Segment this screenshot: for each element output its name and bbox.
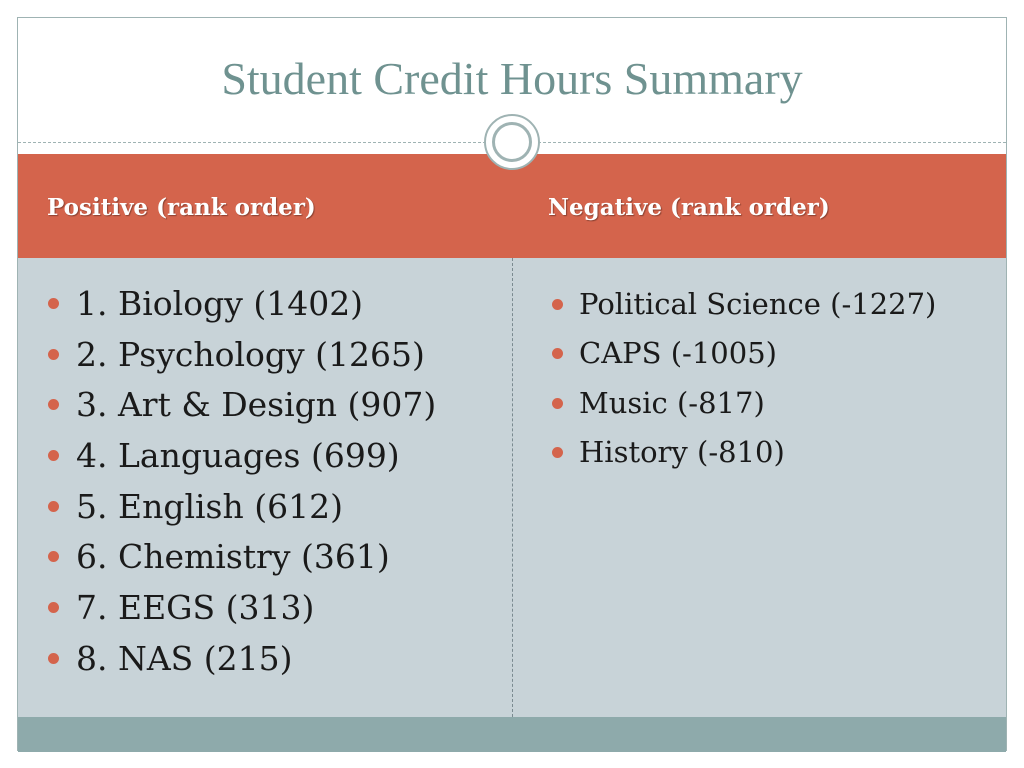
ring-ornament-icon [484, 114, 540, 170]
list-item: 7. EEGS (313) [48, 587, 436, 638]
list-item-text: Music (-817) [579, 385, 765, 420]
list-item-text: CAPS (-1005) [579, 336, 777, 371]
column-divider [512, 258, 513, 717]
list-item: CAPS (-1005) [552, 335, 936, 384]
bullet-icon [48, 551, 59, 563]
list-item-text: 1. Biology (1402) [76, 284, 364, 323]
bullet-icon [552, 397, 563, 409]
bullet-icon [48, 602, 59, 614]
list-item-text: 3. Art & Design (907) [76, 385, 437, 425]
negative-column-heading: Negative (rank order) [548, 194, 830, 221]
list-item-text: 8. NAS (215) [76, 638, 293, 678]
footer-band [18, 717, 1006, 752]
bullet-icon [48, 348, 59, 360]
list-item: Music (-817) [552, 385, 936, 434]
bullet-icon [48, 500, 59, 512]
list-item-text: 4. Languages (699) [76, 436, 400, 476]
bullet-icon [48, 652, 59, 664]
column-header-band [18, 154, 1006, 258]
positive-list: 1. Biology (1402) 2. Psychology (1265) 3… [48, 283, 436, 689]
list-item: 1. Biology (1402) [48, 283, 436, 334]
bullet-icon [552, 299, 563, 310]
ring-inner [492, 122, 532, 162]
bullet-icon [552, 348, 563, 360]
list-item: 6. Chemistry (361) [48, 536, 436, 587]
list-item-text: 5. English (612) [76, 486, 343, 526]
positive-column-heading: Positive (rank order) [47, 194, 316, 221]
list-item-text: History (-810) [579, 434, 785, 469]
list-item: 2. Psychology (1265) [48, 334, 436, 385]
list-item: 3. Art & Design (907) [48, 384, 436, 435]
list-item: History (-810) [552, 434, 936, 483]
list-item: 8. NAS (215) [48, 638, 436, 689]
list-item-text: 2. Psychology (1265) [76, 334, 425, 374]
list-item-text: 6. Chemistry (361) [76, 537, 390, 577]
list-item-text: 7. EEGS (313) [76, 588, 315, 628]
bullet-icon [48, 399, 59, 411]
slide-title: Student Credit Hours Summary [221, 53, 803, 104]
bullet-icon [552, 446, 563, 458]
list-item-text: Political Science (-1227) [579, 287, 937, 321]
list-item: Political Science (-1227) [552, 286, 936, 335]
list-item: 4. Languages (699) [48, 435, 436, 486]
bullet-icon [48, 450, 59, 462]
negative-list: Political Science (-1227) CAPS (-1005) M… [552, 286, 936, 483]
list-item: 5. English (612) [48, 486, 436, 537]
bullet-icon [48, 298, 59, 309]
slide: Student Credit Hours Summary Positive (r… [17, 17, 1007, 752]
